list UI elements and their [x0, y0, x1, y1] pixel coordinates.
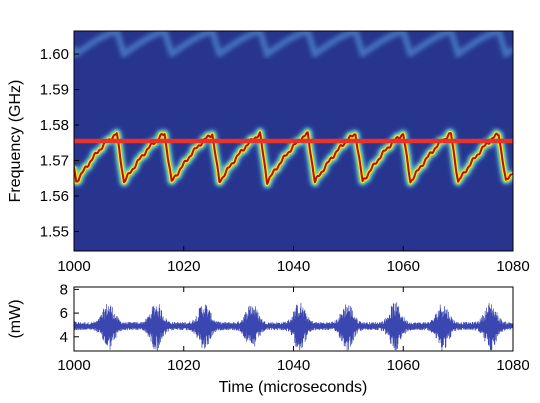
- spectrogram-y-axis-label: Frequency (GHz): [7, 80, 24, 203]
- power-x-axis-label: Time (microseconds): [219, 379, 368, 396]
- y-tick-label: 1.60: [40, 46, 69, 63]
- x-tick-label: 1080: [496, 258, 529, 275]
- x-tick-label: 1040: [277, 357, 310, 374]
- power-trace: [74, 302, 513, 351]
- spectrogram-x-ticks: 1000 1020 1040 1060 1080: [57, 246, 530, 275]
- x-tick-label: 1020: [167, 258, 200, 275]
- power-y-ticks: 4 6 8: [60, 281, 79, 346]
- y-tick-label: 4: [60, 329, 68, 346]
- y-tick-label: 1.55: [40, 223, 69, 240]
- y-tick-label: 6: [60, 305, 68, 322]
- power-panel: 4 6 8 1000 1020 1040 1060 1080 (mW) Time (micr…: [7, 281, 530, 396]
- power-x-ticks: 1000 1020 1040 1060 1080: [57, 287, 530, 374]
- spectrogram-y-ticks: 1.55 1.56 1.57 1.58 1.59 1.60: [40, 46, 79, 240]
- y-tick-label: 1.59: [40, 82, 69, 99]
- x-tick-label: 1060: [387, 258, 420, 275]
- x-tick-label: 1040: [277, 258, 310, 275]
- y-tick-label: 8: [60, 281, 68, 298]
- spectrogram-upper-faint-trace: [74, 31, 513, 59]
- x-tick-label: 1000: [57, 357, 90, 374]
- y-tick-label: 1.57: [40, 153, 69, 170]
- x-tick-label: 1020: [167, 357, 200, 374]
- x-tick-label: 1060: [387, 357, 420, 374]
- y-tick-label: 1.56: [40, 188, 69, 205]
- power-y-axis-label: (mW): [7, 299, 24, 338]
- x-tick-label: 1080: [496, 357, 529, 374]
- y-tick-label: 1.58: [40, 117, 69, 134]
- x-tick-label: 1000: [57, 258, 90, 275]
- spectrogram-panel: 1.55 1.56 1.57 1.58 1.59 1.60 1000 1020 1040 106…: [7, 30, 530, 275]
